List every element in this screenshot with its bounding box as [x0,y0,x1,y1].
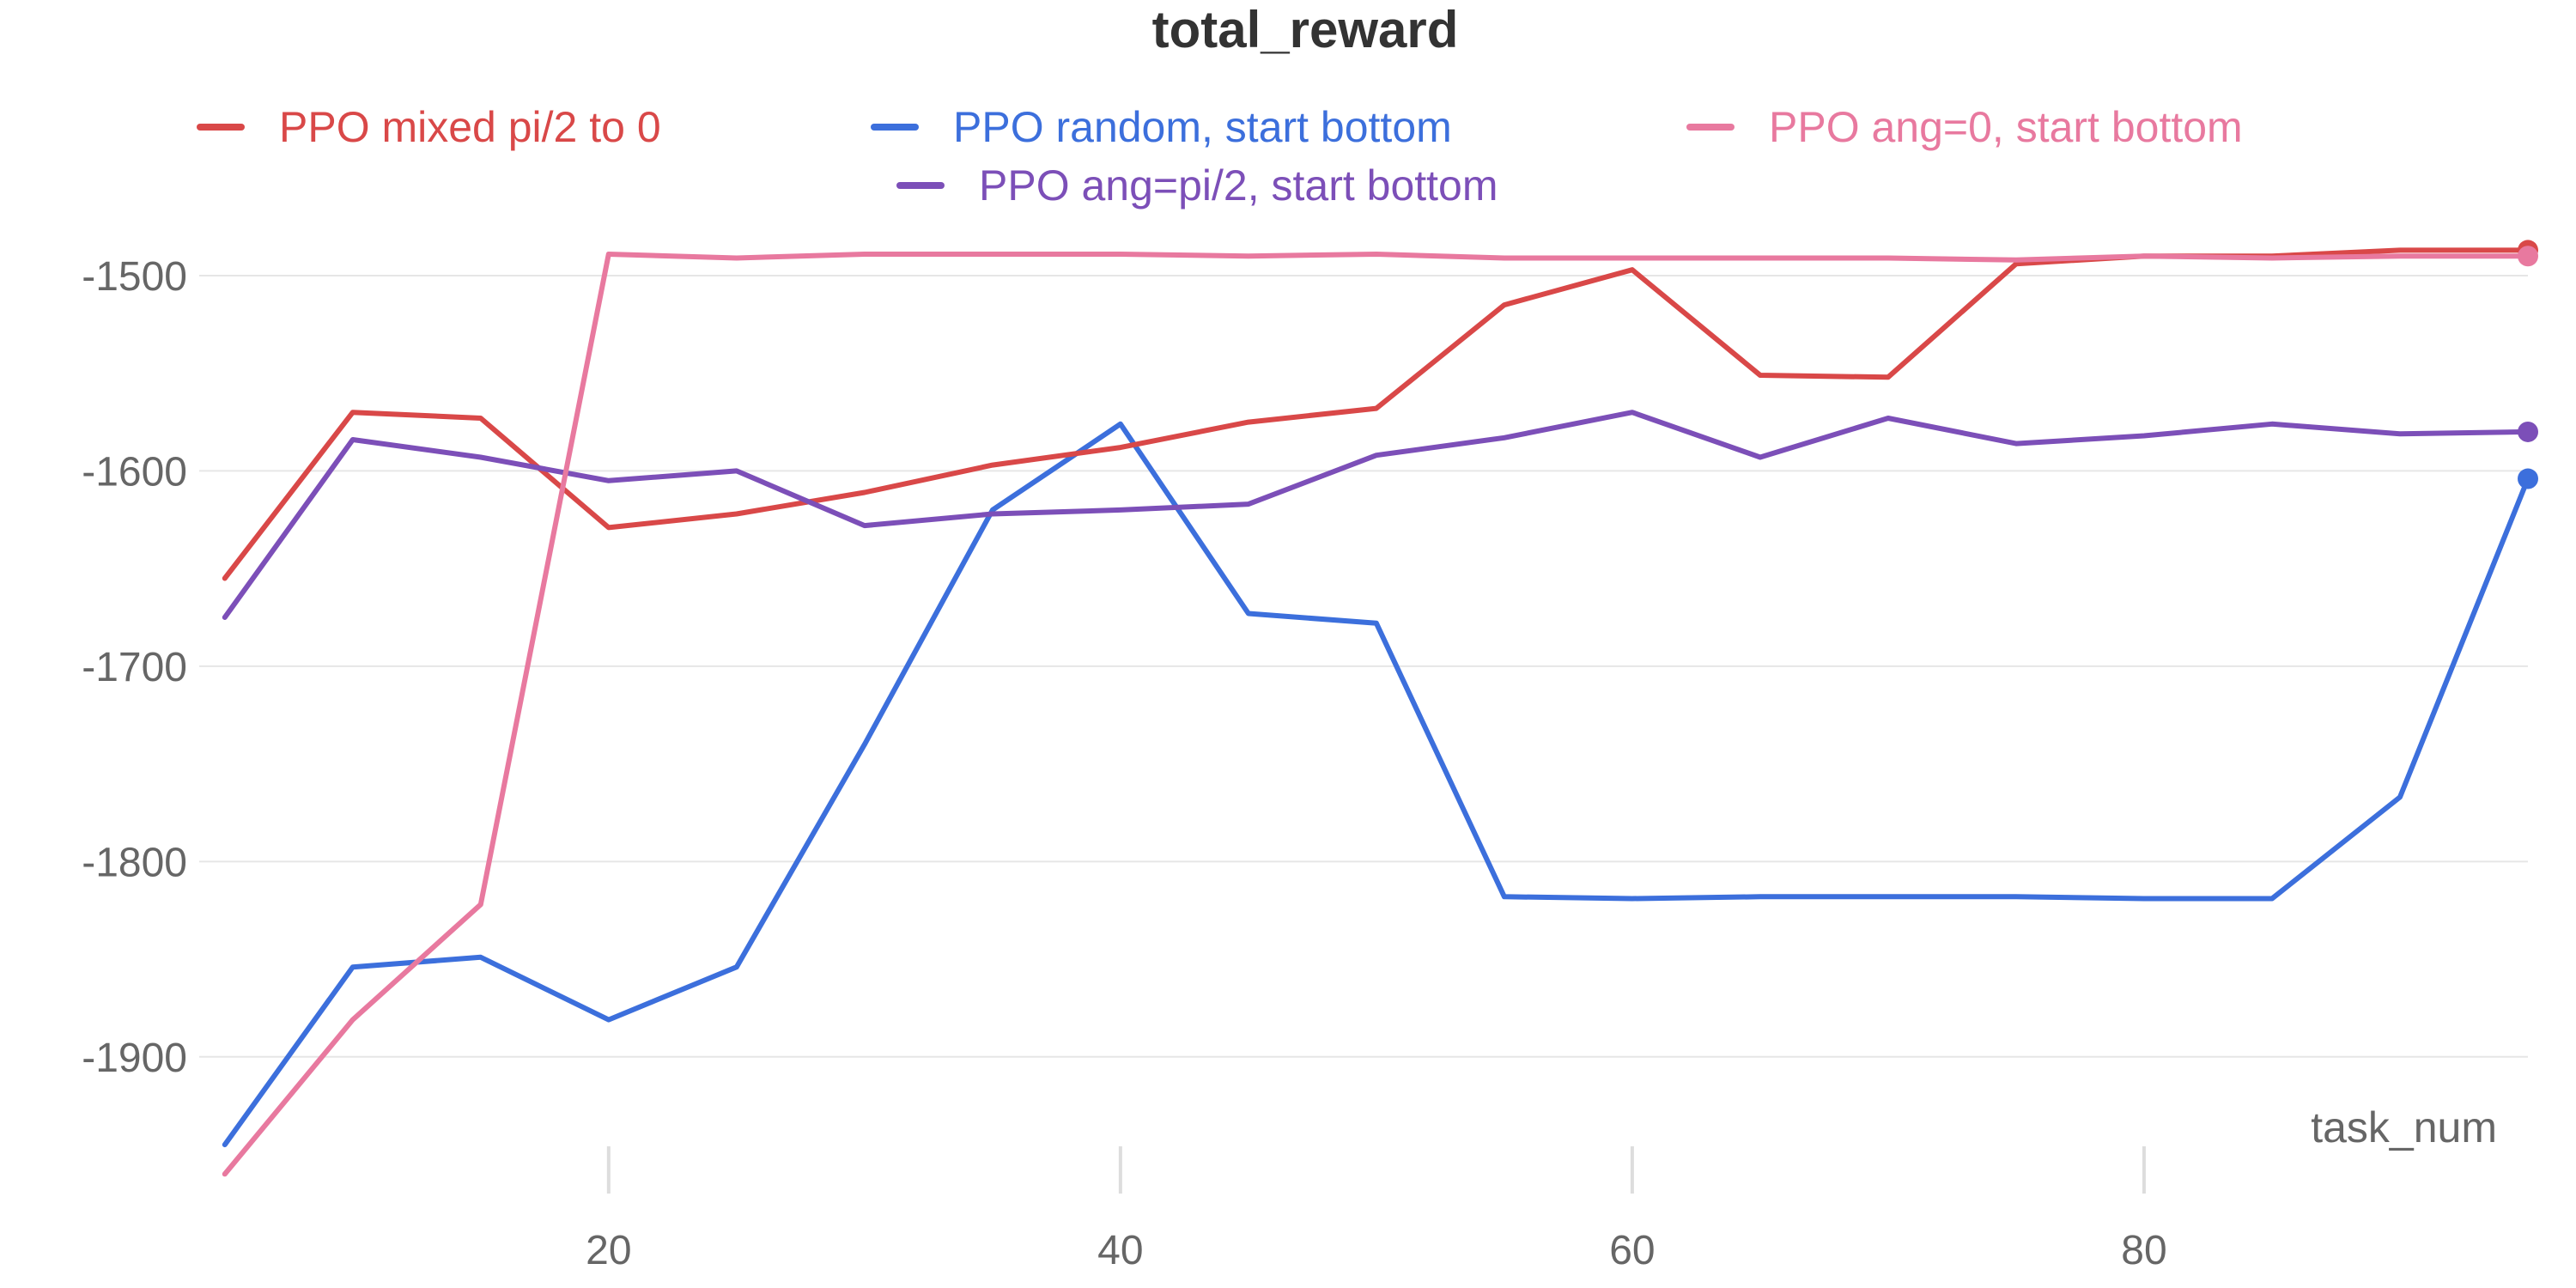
grid-lines [199,274,2528,1058]
series-lines [222,247,2530,1177]
series-end-point-3 [2518,421,2538,442]
y-tick-label: -1900 [82,1036,187,1081]
y-tick-label: -1700 [82,645,187,690]
series-end-point-2 [2518,246,2538,267]
x-tick-label: 20 [586,1228,631,1273]
series-line-0 [222,247,2530,581]
x-axis-label: task_num [2311,1103,2497,1151]
legend-label-2: PPO ang=0, start bottom [1769,103,2243,151]
x-tick-label: 40 [1097,1228,1143,1273]
chart-title: total_reward [1152,1,1459,58]
legend-label-3: PPO ang=pi/2, start bottom [979,161,1498,210]
series-end-point-1 [2518,468,2538,489]
legend-label-0: PPO mixed pi/2 to 0 [279,103,661,151]
series-line-2 [222,252,2530,1177]
y-tick-label: -1800 [82,840,187,885]
series-end-points [2518,240,2538,489]
y-axis-ticks: -1500 -1600 -1700 -1800 -1900 [82,254,187,1081]
x-axis-ticks: 20 40 60 80 [586,1146,2167,1273]
series-line-3 [222,410,2530,620]
series-line-1 [222,421,2530,1148]
legend-label-1: PPO random, start bottom [953,103,1452,151]
y-tick-label: -1500 [82,254,187,300]
x-tick-label: 80 [2121,1228,2166,1273]
x-tick-label: 60 [1609,1228,1655,1273]
y-tick-label: -1600 [82,449,187,495]
legend: PPO mixed pi/2 to 0 PPO random, start bot… [197,103,2243,210]
